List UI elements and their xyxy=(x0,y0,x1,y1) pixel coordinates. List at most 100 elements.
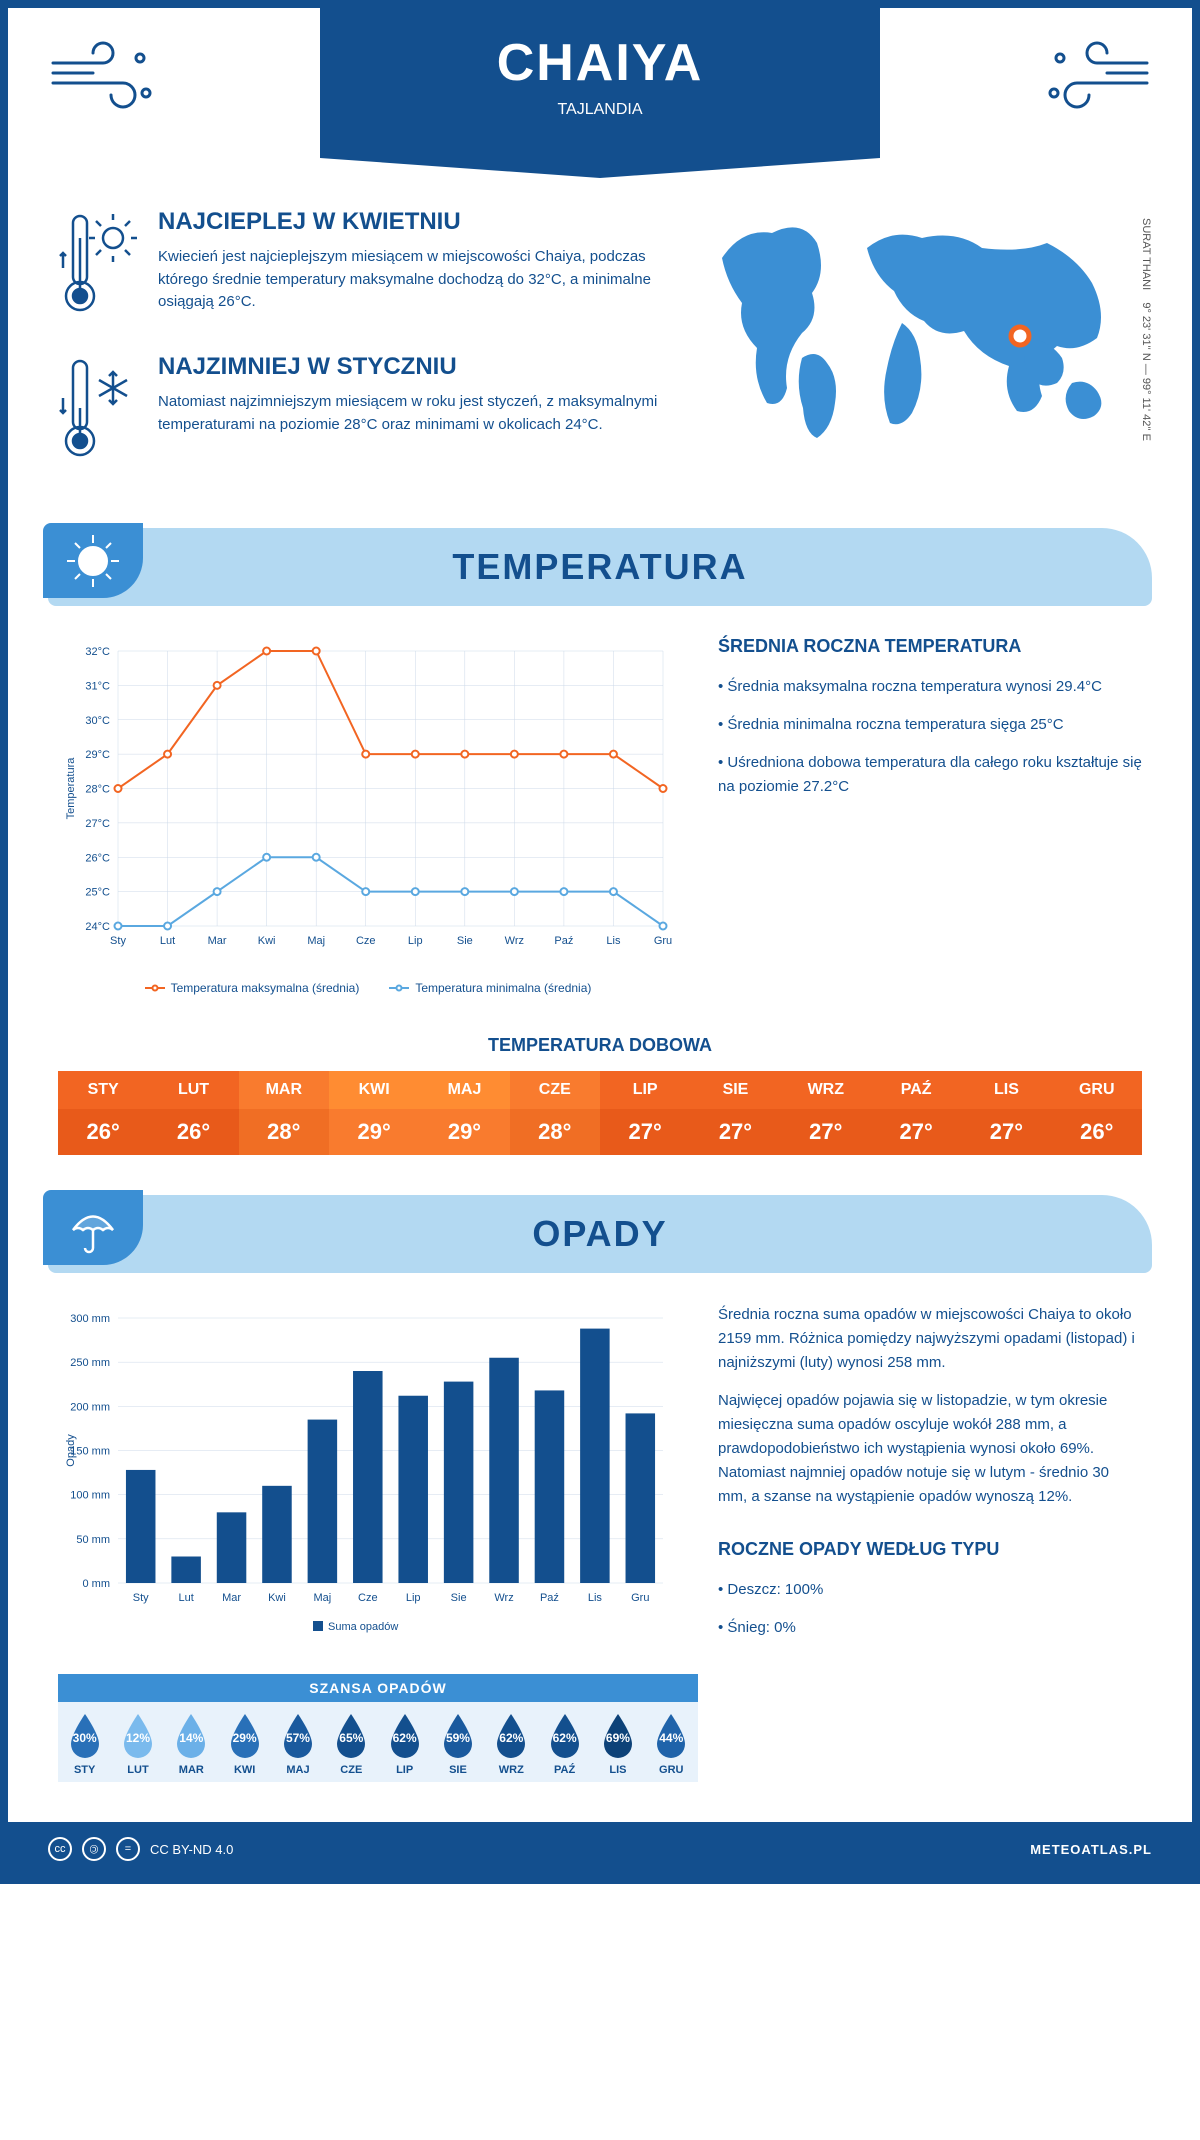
daily-value-cell: 28° xyxy=(239,1109,329,1155)
daily-month-cell: SIE xyxy=(690,1071,780,1109)
svg-text:Sty: Sty xyxy=(110,935,126,947)
svg-text:28°C: 28°C xyxy=(85,784,110,796)
header: CHAIYA TAJLANDIA xyxy=(8,8,1192,188)
coldest-fact: NAJZIMNIEJ W STYCZNIU Natomiast najzimni… xyxy=(58,353,672,468)
daily-month-cell: STY xyxy=(58,1071,148,1109)
svg-text:26°C: 26°C xyxy=(85,852,110,864)
nd-icon: = xyxy=(116,1837,140,1861)
svg-text:Lis: Lis xyxy=(606,935,621,947)
daily-temp-table: STYLUTMARKWIMAJCZELIPSIEWRZPAŹLISGRU 26°… xyxy=(58,1071,1142,1155)
chance-month: LUT xyxy=(111,1764,164,1776)
svg-text:Lis: Lis xyxy=(588,1592,603,1604)
site-name: METEOATLAS.PL xyxy=(1030,1842,1152,1857)
daily-value-cell: 26° xyxy=(148,1109,238,1155)
precip-para-1: Średnia roczna suma opadów w miejscowośc… xyxy=(718,1303,1142,1375)
daily-month-cell: KWI xyxy=(329,1071,419,1109)
svg-text:50 mm: 50 mm xyxy=(76,1534,110,1546)
svg-text:Kwi: Kwi xyxy=(258,935,276,947)
chance-month: LIS xyxy=(591,1764,644,1776)
precipitation-chart: 0 mm50 mm100 mm150 mm200 mm250 mm300 mmS… xyxy=(58,1303,678,1654)
thermometer-sun-icon xyxy=(58,208,138,323)
chance-month: MAR xyxy=(165,1764,218,1776)
svg-text:Suma opadów: Suma opadów xyxy=(328,1621,398,1633)
chance-cell: 12% LUT xyxy=(111,1712,164,1776)
svg-text:300 mm: 300 mm xyxy=(70,1313,110,1325)
svg-text:Gru: Gru xyxy=(631,1592,649,1604)
raindrop-icon: 44% xyxy=(651,1712,691,1760)
daily-value-cell: 27° xyxy=(781,1109,871,1155)
svg-text:Lip: Lip xyxy=(406,1592,421,1604)
chance-month: MAJ xyxy=(271,1764,324,1776)
map-container: SURAT THANI 9° 23' 31'' N — 99° 11' 42''… xyxy=(702,208,1142,498)
chance-cell: 62% LIP xyxy=(378,1712,431,1776)
raindrop-icon: 29% xyxy=(225,1712,265,1760)
daily-value-cell: 27° xyxy=(961,1109,1051,1155)
daily-month-cell: LUT xyxy=(148,1071,238,1109)
license-text: CC BY-ND 4.0 xyxy=(150,1842,233,1857)
svg-text:25°C: 25°C xyxy=(85,887,110,899)
svg-text:29°C: 29°C xyxy=(85,749,110,761)
daily-value-cell: 26° xyxy=(1052,1109,1142,1155)
precip-para-2: Najwięcej opadów pojawia się w listopadz… xyxy=(718,1389,1142,1509)
svg-text:24°C: 24°C xyxy=(85,921,110,933)
daily-month-cell: GRU xyxy=(1052,1071,1142,1109)
chance-month: WRZ xyxy=(485,1764,538,1776)
daily-month-cell: LIS xyxy=(961,1071,1051,1109)
chance-cell: 44% GRU xyxy=(645,1712,698,1776)
warmest-fact: NAJCIEPLEJ W KWIETNIU Kwiecień jest najc… xyxy=(58,208,672,323)
temperature-body: 24°C25°C26°C27°C28°C29°C30°C31°C32°CStyL… xyxy=(8,606,1192,1025)
svg-text:Lut: Lut xyxy=(160,935,175,947)
svg-text:100 mm: 100 mm xyxy=(70,1490,110,1502)
coldest-title: NAJZIMNIEJ W STYCZNIU xyxy=(158,353,672,381)
chance-month: GRU xyxy=(645,1764,698,1776)
by-icon: 🄯 xyxy=(82,1837,106,1861)
precipitation-header: OPADY xyxy=(48,1195,1152,1273)
avg-temp-title: ŚREDNIA ROCZNA TEMPERATURA xyxy=(718,636,1142,657)
svg-text:200 mm: 200 mm xyxy=(70,1401,110,1413)
daily-month-cell: MAJ xyxy=(419,1071,509,1109)
chance-cell: 62% PAŹ xyxy=(538,1712,591,1776)
daily-month-cell: MAR xyxy=(239,1071,329,1109)
daily-value-cell: 27° xyxy=(600,1109,690,1155)
svg-text:Cze: Cze xyxy=(356,935,376,947)
raindrop-icon: 69% xyxy=(598,1712,638,1760)
temp-bullet: • Średnia minimalna roczna temperatura s… xyxy=(718,713,1142,737)
temperature-chart: 24°C25°C26°C27°C28°C29°C30°C31°C32°CStyL… xyxy=(58,636,678,995)
page: CHAIYA TAJLANDIA NAJCIEPLEJ W KWIETN xyxy=(0,0,1200,1884)
svg-text:Wrz: Wrz xyxy=(505,935,524,947)
country-subtitle: TAJLANDIA xyxy=(320,101,880,119)
svg-text:Maj: Maj xyxy=(314,1592,332,1604)
raindrop-icon: 59% xyxy=(438,1712,478,1760)
svg-text:Wrz: Wrz xyxy=(494,1592,513,1604)
temp-bullet: • Uśredniona dobowa temperatura dla całe… xyxy=(718,751,1142,799)
raindrop-icon: 57% xyxy=(278,1712,318,1760)
chance-month: CZE xyxy=(325,1764,378,1776)
thermometer-snow-icon xyxy=(58,353,138,468)
daily-month-cell: WRZ xyxy=(781,1071,871,1109)
svg-text:Temperatura: Temperatura xyxy=(65,757,77,820)
svg-text:Paź: Paź xyxy=(554,935,573,947)
cc-icon: cc xyxy=(48,1837,72,1861)
daily-temp-title: TEMPERATURA DOBOWA xyxy=(8,1035,1192,1056)
temperature-header: TEMPERATURA xyxy=(48,528,1152,606)
daily-value-cell: 29° xyxy=(329,1109,419,1155)
temperature-info: ŚREDNIA ROCZNA TEMPERATURA • Średnia mak… xyxy=(718,636,1142,995)
chance-cell: 59% SIE xyxy=(431,1712,484,1776)
svg-text:Mar: Mar xyxy=(222,1592,241,1604)
chance-month: STY xyxy=(58,1764,111,1776)
legend-item: Temperatura minimalna (średnia) xyxy=(389,981,591,995)
umbrella-badge-icon xyxy=(43,1190,143,1265)
precipitation-title: OPADY xyxy=(48,1213,1152,1255)
footer: cc 🄯 = CC BY-ND 4.0 METEOATLAS.PL xyxy=(8,1822,1192,1876)
svg-text:Mar: Mar xyxy=(208,935,227,947)
warmest-body: Kwiecień jest najcieplejszym miesiącem w… xyxy=(158,246,672,314)
coldest-body: Natomiast najzimniejszym miesiącem w rok… xyxy=(158,391,672,436)
intro-section: NAJCIEPLEJ W KWIETNIU Kwiecień jest najc… xyxy=(8,188,1192,528)
svg-text:Opady: Opady xyxy=(65,1434,77,1467)
svg-text:Cze: Cze xyxy=(358,1592,378,1604)
temperature-legend: Temperatura maksymalna (średnia)Temperat… xyxy=(58,981,678,995)
sun-badge-icon xyxy=(43,523,143,598)
daily-value-cell: 28° xyxy=(510,1109,600,1155)
chance-cell: 30% STY xyxy=(58,1712,111,1776)
svg-text:27°C: 27°C xyxy=(85,818,110,830)
